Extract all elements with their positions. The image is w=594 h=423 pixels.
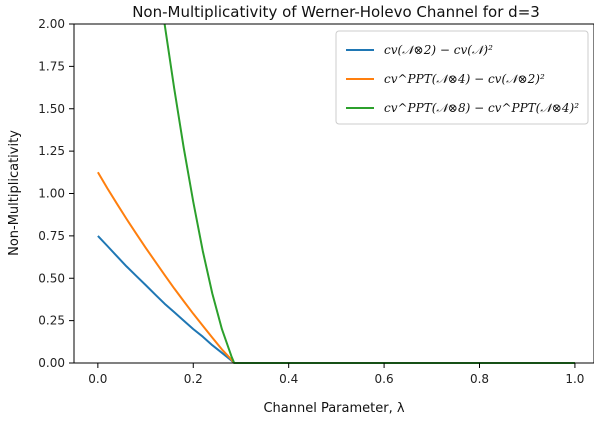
legend-label-3: cv^PPT(𝒩⊗8) − cv^PPT(𝒩⊗4)²: [384, 101, 579, 115]
x-tick-label: 0.8: [470, 372, 489, 386]
x-tick-label: 0.0: [88, 372, 107, 386]
legend: cv(𝒩⊗2) − cv(𝒩)² cv^PPT(𝒩⊗4) − cv(𝒩⊗2)² cv…: [335, 30, 589, 125]
x-tick-label: 1.0: [565, 372, 584, 386]
y-tick-label: 0.75: [38, 229, 65, 243]
legend-label-1: cv(𝒩⊗2) − cv(𝒩)²: [384, 43, 493, 57]
x-tick-label: 0.2: [184, 372, 203, 386]
legend-label-2: cv^PPT(𝒩⊗4) − cv(𝒩⊗2)²: [384, 72, 545, 86]
y-axis: 0.00 0.25 0.50 0.75 1.00 1.25 1.50 1.75 2.00: [38, 17, 74, 370]
y-tick-label: 0.50: [38, 271, 65, 285]
legend-box: [335, 30, 589, 125]
x-axis: 0.0 0.2 0.4 0.6 0.8 1.0: [88, 363, 584, 386]
y-tick-label: 0.25: [38, 314, 65, 328]
y-tick-label: 1.50: [38, 102, 65, 116]
x-tick-label: 0.4: [279, 372, 298, 386]
y-axis-title: Non-Multiplicativity: [7, 130, 22, 256]
y-tick-label: 2.00: [38, 17, 65, 31]
x-axis-title: Channel Parameter, λ: [263, 401, 404, 416]
chart-title: Non-Multiplicativity of Werner-Holevo Ch…: [132, 3, 540, 21]
y-tick-label: 0.00: [38, 356, 65, 370]
x-tick-label: 0.6: [375, 372, 394, 386]
y-tick-label: 1.00: [38, 187, 65, 201]
y-tick-label: 1.25: [38, 144, 65, 158]
y-tick-label: 1.75: [38, 59, 65, 73]
